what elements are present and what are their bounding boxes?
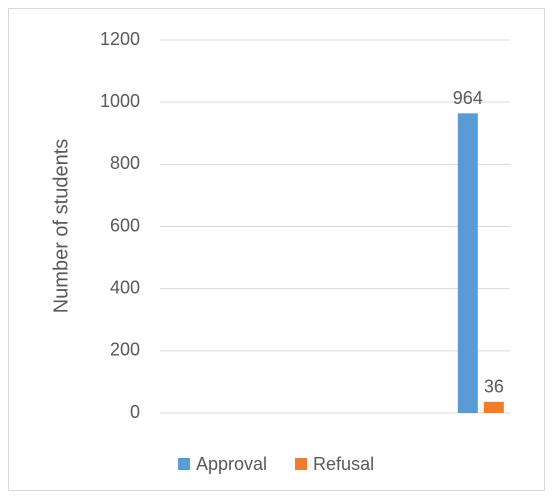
y-axis-title: Number of students [50, 139, 72, 314]
y-tick-label: 1200 [100, 29, 140, 49]
legend-label: Approval [196, 454, 267, 474]
legend-swatch [295, 458, 308, 470]
y-tick-label: 200 [110, 340, 140, 360]
y-tick-label: 800 [110, 153, 140, 173]
bar [483, 401, 504, 413]
bar [457, 113, 478, 414]
data-label: 36 [484, 377, 504, 397]
legend-label: Refusal [313, 454, 374, 474]
legend-swatch [178, 458, 190, 470]
y-tick-label: 600 [110, 215, 140, 235]
y-tick-label: 0 [130, 402, 140, 422]
chart-frame [8, 8, 545, 491]
y-tick-label: 1000 [100, 91, 140, 111]
y-tick-label: 400 [110, 277, 140, 297]
data-label: 964 [453, 88, 483, 108]
